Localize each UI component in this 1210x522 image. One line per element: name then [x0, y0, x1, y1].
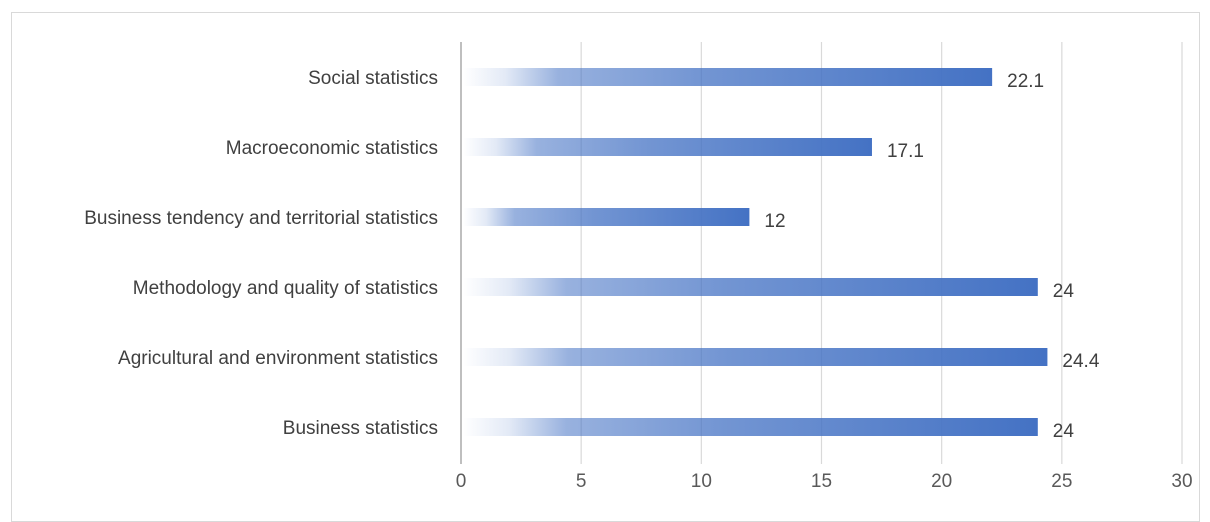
data-label: 24	[1053, 281, 1075, 302]
bar	[463, 348, 1048, 366]
bar	[463, 68, 993, 86]
x-tick-label: 15	[811, 471, 832, 492]
x-tick-label: 0	[456, 471, 467, 492]
bar	[463, 208, 750, 226]
data-label: 12	[764, 211, 785, 232]
data-label: 17.1	[887, 141, 924, 162]
category-label: Social statistics	[308, 68, 438, 89]
bars	[463, 68, 1048, 436]
x-tick-label: 5	[576, 471, 587, 492]
category-label: Methodology and quality of statistics	[133, 278, 438, 299]
category-label: Business tendency and territorial statis…	[84, 208, 438, 229]
category-label: Business statistics	[283, 418, 438, 439]
data-labels: 22.1 17.1 12 24 24.4 24	[764, 71, 1099, 442]
category-label: Macroeconomic statistics	[226, 138, 438, 159]
data-label: 22.1	[1007, 71, 1044, 92]
category-labels: Social statistics Macroeconomic statistic…	[84, 68, 438, 439]
x-tick-label: 20	[931, 471, 952, 492]
x-tick-label: 10	[691, 471, 712, 492]
x-axis-tick-labels: 0 5 10 15 20 25 30	[456, 471, 1193, 492]
gridlines	[460, 42, 1183, 464]
data-label: 24	[1053, 421, 1075, 442]
bar	[463, 138, 872, 156]
data-label: 24.4	[1062, 351, 1099, 372]
category-label: Agricultural and environment statistics	[118, 348, 438, 369]
bar	[463, 418, 1038, 436]
bar	[463, 278, 1038, 296]
x-tick-label: 25	[1051, 471, 1072, 492]
x-tick-label: 30	[1171, 471, 1192, 492]
